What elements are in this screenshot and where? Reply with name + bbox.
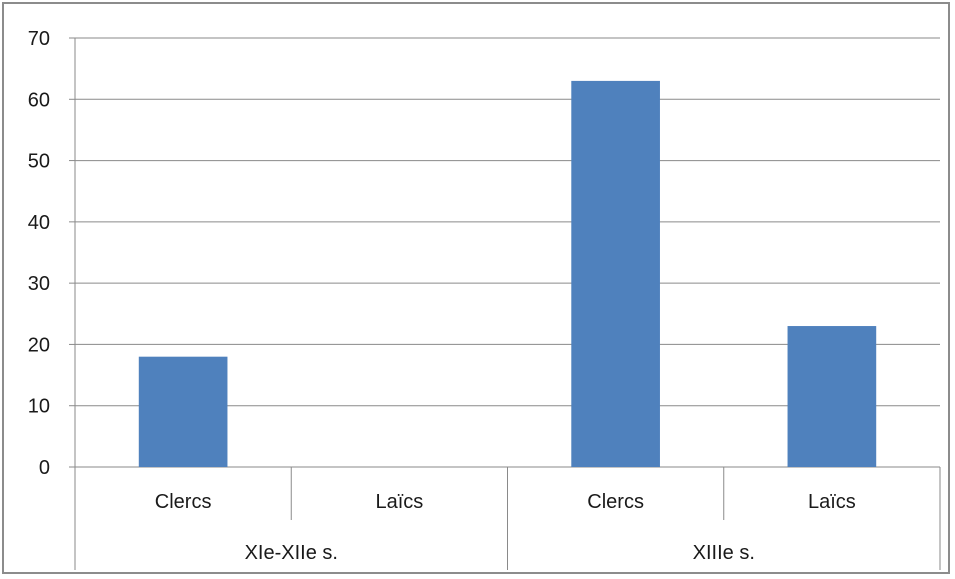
y-tick-label: 70 — [28, 28, 50, 50]
y-axis-ticks: 0 10 20 30 40 50 60 70 — [28, 28, 75, 479]
bar — [138, 356, 228, 467]
y-tick-label: 40 — [28, 212, 50, 234]
y-tick-label: 30 — [28, 273, 50, 295]
x-group-label: XIe-XIIe s. — [245, 542, 338, 564]
x-group-label: XIIIe s. — [693, 542, 755, 564]
y-tick-label: 10 — [28, 396, 50, 418]
y-tick-label: 50 — [28, 151, 50, 173]
bar — [571, 80, 660, 468]
x-category-label: Laïcs — [808, 491, 856, 513]
bar — [787, 326, 877, 467]
x-category-label: Clercs — [155, 491, 212, 513]
y-tick-label: 20 — [28, 334, 50, 356]
y-tick-label: 0 — [39, 457, 50, 479]
x-category-label: Laïcs — [375, 491, 423, 513]
x-category-label: Clercs — [587, 491, 644, 513]
y-tick-label: 60 — [28, 89, 50, 111]
bars — [138, 80, 877, 468]
x-axis-labels: Clercs Laïcs Clercs Laïcs XIe-XIIe s. XIIIe s… — [155, 491, 856, 564]
